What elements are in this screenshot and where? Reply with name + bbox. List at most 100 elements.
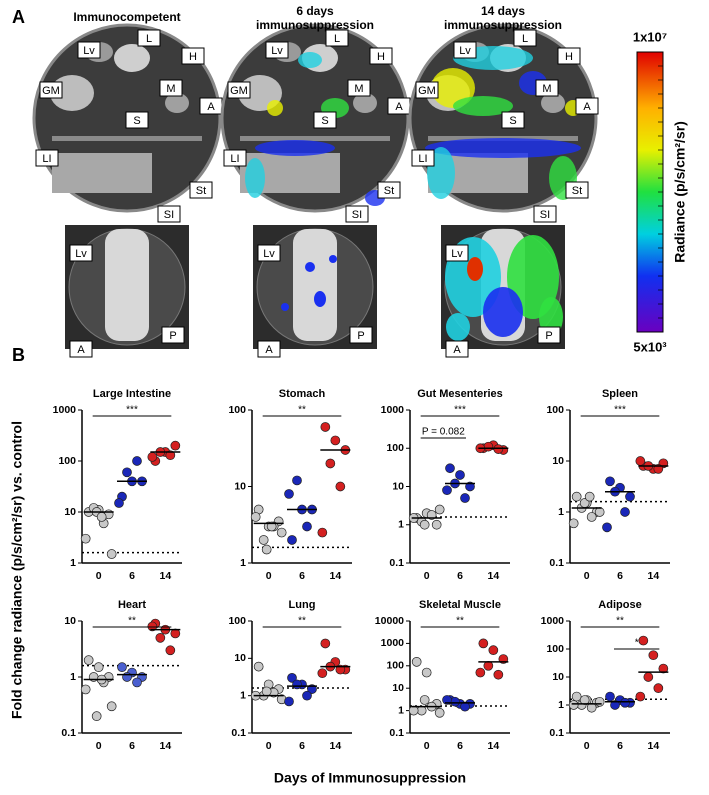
- chart-title: Gut Mesenteries: [417, 388, 503, 400]
- y-tick-label: 1000: [541, 615, 565, 627]
- organ-label: GM: [42, 85, 60, 97]
- organ-label: S: [133, 115, 140, 127]
- data-point: [292, 475, 302, 486]
- organ-label: St: [572, 185, 582, 197]
- y-tick-label: 1: [558, 699, 564, 711]
- data-point: [483, 441, 494, 452]
- y-tick-label: 100: [228, 615, 246, 627]
- data-point: [416, 705, 427, 716]
- signal: [467, 257, 483, 281]
- organ-label: A: [207, 101, 215, 113]
- data-point: [643, 672, 654, 682]
- data-point: [284, 696, 294, 707]
- data-point: [421, 667, 432, 678]
- data-point: [302, 521, 312, 532]
- data-point: [165, 645, 176, 656]
- data-point: [568, 518, 579, 529]
- signal: [483, 287, 523, 337]
- data-point: [465, 481, 475, 492]
- y-tick-label: 100: [386, 660, 404, 672]
- chart-title: Heart: [118, 599, 146, 611]
- plate-title: 6 days: [296, 4, 334, 18]
- y-tick-label: 1: [70, 671, 76, 683]
- organ-label-box: [501, 111, 525, 129]
- organ-image: [52, 153, 152, 193]
- x-tick-label: 14: [329, 740, 341, 752]
- x-tick-label: 14: [159, 570, 171, 582]
- y-tick-label: 100: [546, 643, 564, 655]
- organ-label-box: [189, 181, 213, 199]
- plate-title: 14 days: [481, 4, 525, 18]
- colorbar-title: Radiance (p/s/cm²/sr): [672, 121, 688, 263]
- y-tick-label: 10: [64, 615, 76, 627]
- y-tick-label: 1: [70, 557, 76, 569]
- x-tick-label: 14: [487, 570, 499, 582]
- body-label-box: [257, 244, 281, 262]
- data-point: [155, 633, 166, 643]
- organ-image: [240, 136, 390, 141]
- data-point: [261, 686, 272, 697]
- organ-label-box: [159, 79, 183, 97]
- data-point: [91, 711, 102, 721]
- organ-label-box: [377, 181, 401, 199]
- y-tick-label: 0.1: [549, 557, 564, 569]
- body-label-box: [445, 244, 469, 262]
- colorbar-min: 5x10³: [633, 339, 667, 354]
- significance-label: **: [128, 616, 136, 627]
- plate-title: immunosuppression: [444, 18, 562, 32]
- data-point: [147, 452, 158, 462]
- organ-label-box: [137, 29, 161, 47]
- x-tick-label: 6: [457, 570, 463, 582]
- organ-label: Lv: [83, 45, 95, 57]
- plate-title: Immunocompetent: [73, 10, 180, 24]
- data-point: [478, 638, 489, 649]
- data-point: [635, 456, 646, 466]
- data-point: [460, 493, 470, 503]
- organ-label-box: [157, 205, 181, 223]
- x-tick-label: 14: [647, 740, 659, 752]
- body-image: [293, 229, 337, 341]
- organ-label: M: [354, 83, 363, 95]
- organ-label: S: [321, 115, 328, 127]
- organ-label-box: [533, 205, 557, 223]
- organ-label: M: [542, 83, 551, 95]
- organ-label-box: [181, 47, 205, 65]
- x-tick-label: 6: [299, 740, 305, 752]
- organ-label: S: [509, 115, 516, 127]
- organ-label-box: [453, 41, 477, 59]
- organ-label: GM: [418, 85, 436, 97]
- body-label: A: [265, 344, 273, 356]
- data-point: [594, 696, 605, 707]
- signal: [446, 313, 470, 341]
- organ-label: LI: [230, 153, 239, 165]
- organ-label: SI: [540, 209, 550, 221]
- organ-label: SI: [164, 209, 174, 221]
- y-tick-label: 0.1: [389, 557, 404, 569]
- organ-label-box: [347, 79, 371, 97]
- x-tick-label: 6: [457, 740, 463, 752]
- organ-image: [353, 93, 377, 113]
- significance-label: **: [456, 616, 464, 627]
- y-tick-label: 100: [58, 455, 76, 467]
- chart-title: Adipose: [598, 599, 641, 611]
- data-point: [594, 507, 605, 517]
- data-point: [330, 435, 341, 446]
- data-point: [114, 498, 124, 508]
- data-point: [261, 544, 272, 555]
- x-tick-label: 0: [424, 740, 430, 752]
- data-point: [292, 679, 302, 690]
- x-tick-label: 14: [487, 740, 499, 752]
- x-tick-label: 0: [424, 570, 430, 582]
- y-tick-label: 0.1: [549, 727, 564, 739]
- data-point: [325, 458, 336, 469]
- signal: [298, 52, 322, 68]
- x-tick-label: 6: [129, 740, 135, 752]
- organ-label-box: [411, 149, 435, 167]
- organ-label-box: [313, 111, 337, 129]
- data-point: [455, 470, 465, 480]
- signal: [245, 158, 265, 198]
- data-point: [170, 628, 181, 639]
- y-tick-label: 10: [552, 455, 564, 467]
- data-point: [258, 535, 269, 545]
- data-point: [620, 697, 630, 708]
